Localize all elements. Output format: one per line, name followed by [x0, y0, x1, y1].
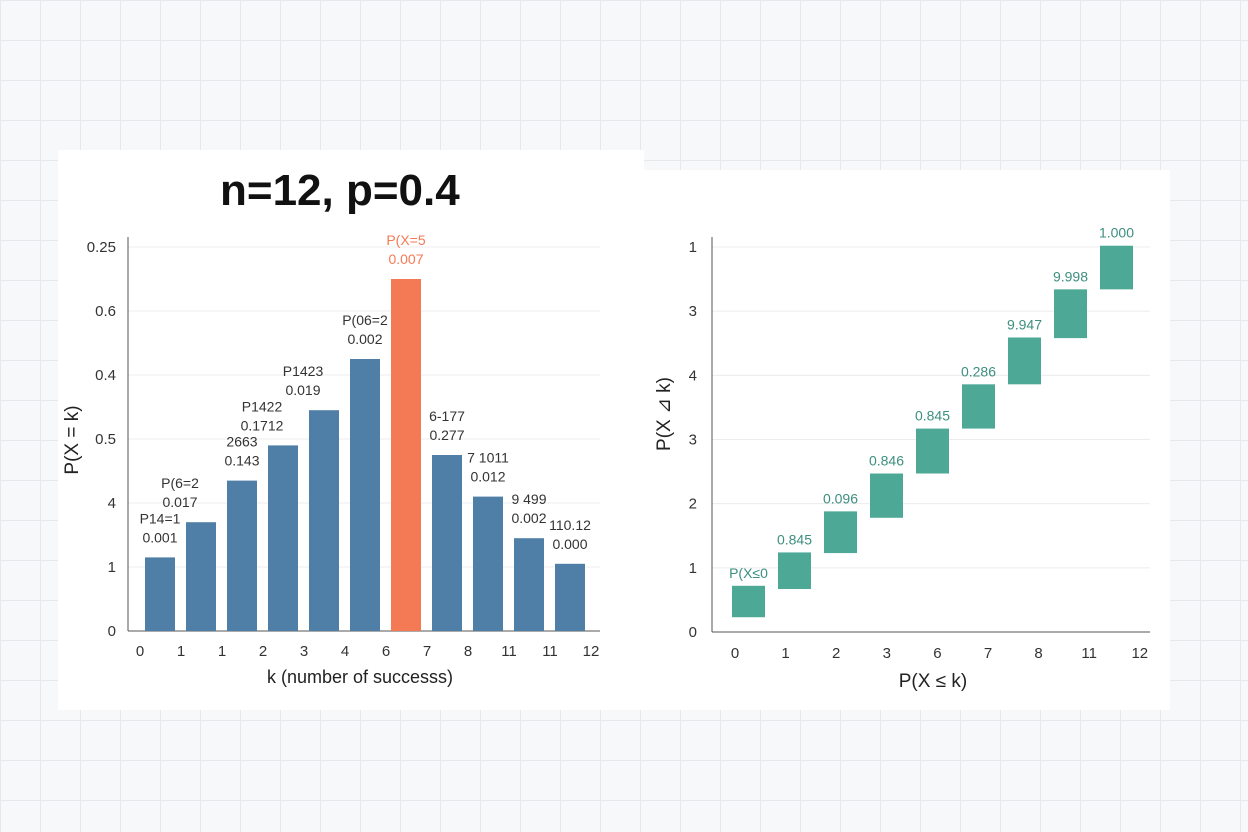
y-tick-label: 0 [689, 624, 697, 641]
y-tick-label: 4 [108, 495, 116, 512]
x-tick-label: 11 [542, 643, 558, 660]
bar-label-value: 0.007 [388, 251, 423, 267]
cdf-step-label: 9.998 [1053, 268, 1088, 284]
bar-label-name: P1423 [283, 363, 324, 379]
figure-title: n=12, p=0.4 [220, 166, 460, 215]
cdf-step-label: 0.286 [961, 363, 996, 379]
bar [555, 563, 585, 631]
x-tick-label: 0 [136, 643, 144, 660]
cdf-step-label: 0.846 [869, 453, 904, 469]
bar-label-value: 0.1712 [241, 417, 284, 433]
y-tick-label: 1 [689, 560, 697, 577]
y-tick-label: 0 [108, 623, 116, 640]
x-tick-label: 12 [1131, 645, 1148, 662]
bar [309, 410, 339, 631]
cdf-step-block [1054, 289, 1087, 339]
x-tick-label: 12 [583, 643, 600, 660]
x-tick-label: 7 [423, 643, 431, 660]
bar [432, 455, 462, 631]
highlighted-bar [391, 279, 421, 631]
bar-label-name: P14=1 [140, 510, 181, 526]
y-tick-label: 2 [689, 496, 697, 513]
bar-label-value: 0.143 [224, 453, 259, 469]
bar [186, 522, 216, 631]
cdf-step-label: 0.845 [777, 531, 812, 547]
x-tick-label: 1 [177, 643, 185, 660]
cdf-step-label: P(X≤0 [729, 565, 768, 581]
bar-label-value: 0.002 [511, 510, 546, 526]
x-tick-label: 2 [832, 645, 840, 662]
x-tick-label: 8 [464, 643, 472, 660]
y-tick-label: 3 [689, 432, 697, 449]
bar-label-value: 0.017 [162, 494, 197, 510]
cdf-step-block [1100, 245, 1133, 290]
x-tick-label: 6 [382, 643, 390, 660]
y-tick-label: 0.6 [95, 303, 116, 320]
y-axis-title: P(X ⊿ k) [654, 377, 675, 451]
y-tick-label: 1 [689, 239, 697, 256]
bar-label-name: P(X=5 [386, 232, 426, 248]
x-tick-label: 4 [341, 643, 349, 660]
x-axis-title: P(X ≤ k) [899, 671, 968, 692]
bar-label-value: 0.277 [429, 427, 464, 443]
x-tick-label: 0 [731, 645, 739, 662]
bar [350, 359, 380, 631]
bar-label-value: 0.000 [552, 536, 587, 552]
cdf-step-block [916, 428, 949, 474]
y-tick-label: 0.25 [87, 239, 116, 256]
y-tick-label: 0.5 [95, 431, 116, 448]
bar-label-name: 9 499 [511, 491, 546, 507]
cdf-step-label: 1.000 [1099, 225, 1134, 241]
x-axis-title: k (number of successs) [267, 667, 453, 687]
x-tick-label: 2 [259, 643, 267, 660]
cdf-step-label: 9.947 [1007, 316, 1042, 332]
bar [145, 557, 175, 631]
bar-label-value: 0.001 [142, 529, 177, 545]
bar-label-name: 110.12 [549, 517, 591, 533]
y-tick-label: 1 [108, 559, 116, 576]
cdf-step-block [870, 473, 903, 518]
bar-label-value: 0.019 [285, 382, 320, 398]
cdf-step-block [824, 511, 857, 554]
y-axis-title: P(X = k) [62, 405, 83, 474]
x-tick-label: 1 [781, 645, 789, 662]
x-tick-label: 3 [300, 643, 308, 660]
cdf-step-block [962, 384, 995, 429]
bar-label-name: 6-177 [429, 408, 465, 424]
bar-label-name: 2663 [226, 434, 257, 450]
pmf-bar-chart: 0 1 4 0.5 0.4 0.6 0.25 P14=1 0.001 2663 0.143 P(06=… [62, 232, 600, 687]
bar-label-name: P(6=2 [161, 475, 199, 491]
cdf-step-chart: 0123431P(X≤00.8450.0960.8460.8450.2869.9… [654, 225, 1150, 692]
cdf-step-block [732, 585, 765, 618]
x-tick-label: 8 [1034, 645, 1042, 662]
bar [473, 496, 503, 631]
y-tick-label: 4 [689, 367, 697, 384]
x-tick-label: 6 [933, 645, 941, 662]
x-tick-label: 11 [501, 643, 517, 660]
cdf-step-block [778, 552, 811, 590]
bar [268, 445, 298, 631]
x-tick-label: 7 [984, 645, 992, 662]
x-tick-label: 1 [218, 643, 226, 660]
bar-label-name: P(06=2 [342, 312, 388, 328]
y-tick-label: 3 [689, 303, 697, 320]
bar-label-name: P1422 [242, 398, 283, 414]
cdf-step-label: 0.845 [915, 408, 950, 424]
cdf-step-label: 0.096 [823, 490, 858, 506]
y-tick-label: 0.4 [95, 367, 116, 384]
bar-label-value: 0.012 [470, 469, 505, 485]
cdf-step-block [1008, 337, 1041, 385]
bar [514, 538, 544, 631]
x-tick-label: 3 [883, 645, 891, 662]
x-tick-label: 11 [1081, 645, 1097, 662]
bar-label-value: 0.002 [347, 331, 382, 347]
bar [227, 480, 257, 631]
bar-label-name: 7 1011 [467, 450, 509, 466]
